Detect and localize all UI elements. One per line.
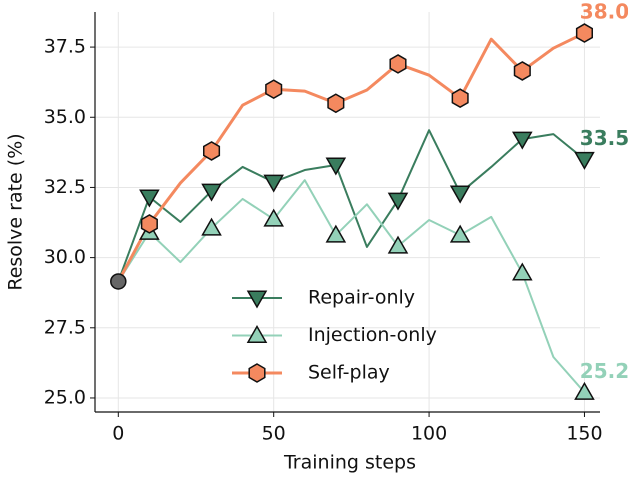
y-tick-label: 37.5 xyxy=(44,36,86,58)
series-line xyxy=(117,179,586,394)
end-label: 25.2 xyxy=(580,359,628,383)
y-tick-label: 25.0 xyxy=(44,386,86,408)
marker xyxy=(389,54,407,74)
series-line xyxy=(117,129,586,282)
legend-marker xyxy=(248,363,266,383)
marker xyxy=(513,61,531,81)
start-marker xyxy=(110,273,127,290)
marker xyxy=(512,262,533,281)
legend-marker xyxy=(246,324,268,343)
legend-marker xyxy=(246,290,268,309)
marker xyxy=(140,214,158,234)
marker xyxy=(387,235,409,254)
marker xyxy=(449,224,471,243)
marker xyxy=(325,157,347,176)
y-axis-label: Resolve rate (%) xyxy=(5,133,27,290)
x-tick-label: 50 xyxy=(262,423,286,445)
marker xyxy=(574,151,595,170)
marker xyxy=(574,381,595,400)
marker xyxy=(263,208,284,227)
x-axis-label: Training steps xyxy=(283,452,416,474)
marker xyxy=(202,141,221,161)
y-tick-label: 35.0 xyxy=(44,106,86,128)
legend-label: Injection-only xyxy=(308,324,437,346)
x-tick-label: 0 xyxy=(112,423,124,445)
y-tick-label: 32.5 xyxy=(44,176,86,198)
legend-label: Repair-only xyxy=(308,287,415,309)
marker xyxy=(387,192,409,211)
marker xyxy=(325,224,347,243)
marker xyxy=(575,23,594,43)
y-tick-label: 27.5 xyxy=(44,316,86,338)
x-tick-label: 150 xyxy=(566,423,602,445)
end-label: 33.5 xyxy=(580,126,628,150)
end-label: 38.0 xyxy=(580,0,628,24)
marker xyxy=(327,93,345,114)
legend-label: Self-play xyxy=(308,362,390,384)
series-line xyxy=(116,31,586,283)
y-tick-label: 30.0 xyxy=(44,246,86,268)
marker xyxy=(139,189,160,208)
marker xyxy=(263,174,284,193)
x-tick-label: 100 xyxy=(411,423,447,445)
marker xyxy=(201,183,222,202)
marker xyxy=(449,185,471,204)
marker xyxy=(265,79,283,100)
marker xyxy=(451,88,469,109)
marker xyxy=(512,131,533,150)
marker xyxy=(201,217,222,236)
